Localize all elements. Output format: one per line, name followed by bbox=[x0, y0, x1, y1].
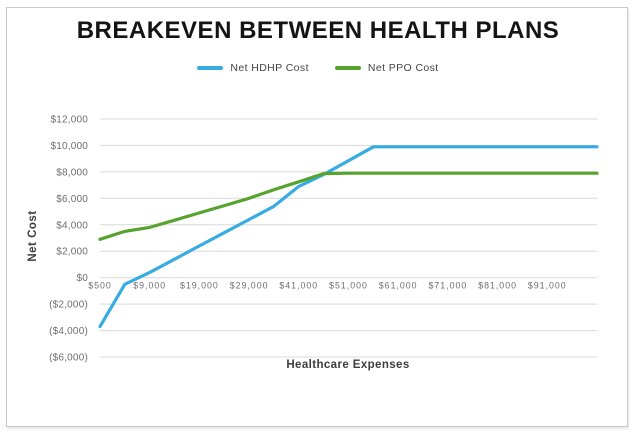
y-tick-label: $6,000 bbox=[56, 194, 88, 205]
legend-item-hdhp: Net HDHP Cost bbox=[197, 62, 309, 74]
hdhp-line-swatch bbox=[197, 66, 224, 70]
x-tick-label: $19,000 bbox=[180, 281, 219, 291]
legend-label-hdhp: Net HDHP Cost bbox=[230, 62, 309, 74]
y-tick-label: $0 bbox=[76, 273, 88, 284]
x-tick-label: $91,000 bbox=[528, 281, 567, 291]
y-tick-label: ($6,000) bbox=[49, 353, 88, 364]
legend: Net HDHP Cost Net PPO Cost bbox=[0, 62, 636, 74]
y-tick-label: $10,000 bbox=[50, 141, 88, 152]
chart-title: BREAKEVEN BETWEEN HEALTH PLANS bbox=[76, 17, 560, 44]
x-tick-label: $41,000 bbox=[279, 281, 318, 291]
x-tick-label: $500 bbox=[88, 281, 112, 291]
y-tick-label: $12,000 bbox=[50, 115, 88, 126]
y-axis-title: Net Cost bbox=[27, 210, 39, 262]
series-line-ppo bbox=[98, 171, 599, 241]
x-tick-label: $9,000 bbox=[133, 281, 166, 291]
x-tick-label: $29,000 bbox=[230, 281, 269, 291]
x-tick-label: $61,000 bbox=[379, 281, 418, 291]
legend-item-ppo: Net PPO Cost bbox=[334, 62, 439, 74]
ppo-line-swatch bbox=[334, 66, 361, 70]
y-tick-label: $8,000 bbox=[56, 167, 88, 178]
y-tick-label: ($4,000) bbox=[49, 326, 88, 337]
x-tick-label: $81,000 bbox=[478, 281, 517, 291]
legend-label-ppo: Net PPO Cost bbox=[367, 62, 439, 74]
series-line-hdhp bbox=[98, 145, 599, 329]
x-tick-label: $71,000 bbox=[428, 281, 467, 291]
y-tick-label: ($2,000) bbox=[49, 300, 88, 311]
y-tick-label: $2,000 bbox=[56, 247, 88, 258]
x-axis-title: Healthcare Expenses bbox=[286, 359, 410, 371]
x-tick-label: $51,000 bbox=[329, 281, 368, 291]
y-tick-label: $4,000 bbox=[56, 220, 88, 231]
